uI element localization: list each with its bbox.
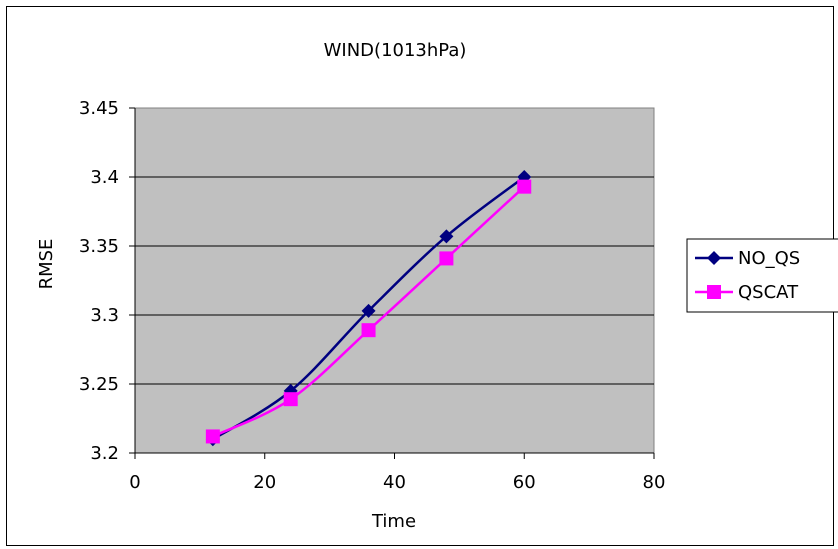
tick-labels: 3.2 3.25 3.3 3.35 3.4 3.45 0 20 40 60 80 [79,98,666,493]
legend-label-no-qs: NO_QS [738,248,800,269]
data-point-qscat [283,392,298,407]
data-point-qscat [361,323,376,338]
legend: NO_QS QSCAT [686,238,838,313]
data-point-qscat [517,179,532,194]
x-axis-label: Time [371,511,416,532]
y-tick-label: 3.3 [90,305,119,326]
x-tick-label: 20 [253,472,276,493]
series-layer [205,170,532,447]
y-tick-label: 3.2 [90,443,119,464]
y-tick-label: 3.25 [79,374,119,395]
x-tick-label: 60 [513,472,536,493]
legend-box [686,238,838,313]
x-tick-label: 80 [643,472,666,493]
data-point-qscat [439,251,454,266]
legend-marker-no-qs [707,251,721,265]
grid-lines [135,176,654,385]
plot-area [134,107,655,454]
x-tick-label: 40 [383,472,406,493]
legend-label-qscat: QSCAT [738,282,799,303]
data-point-no-qs [439,229,454,244]
y-tick-label: 3.4 [90,167,119,188]
chart-title: WIND(1013hPa) [324,40,467,61]
y-tick-label: 3.45 [79,98,119,119]
legend-marker-qscat [707,285,721,299]
axes [129,107,655,459]
data-point-qscat [205,429,220,444]
y-axis-label: RMSE [36,239,57,290]
data-point-no-qs [361,303,376,318]
y-tick-label: 3.35 [79,236,119,257]
x-tick-label: 0 [129,472,140,493]
